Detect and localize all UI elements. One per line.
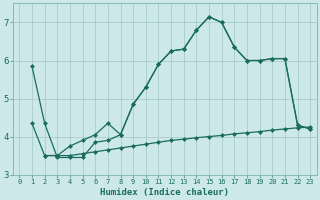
- X-axis label: Humidex (Indice chaleur): Humidex (Indice chaleur): [100, 188, 229, 197]
